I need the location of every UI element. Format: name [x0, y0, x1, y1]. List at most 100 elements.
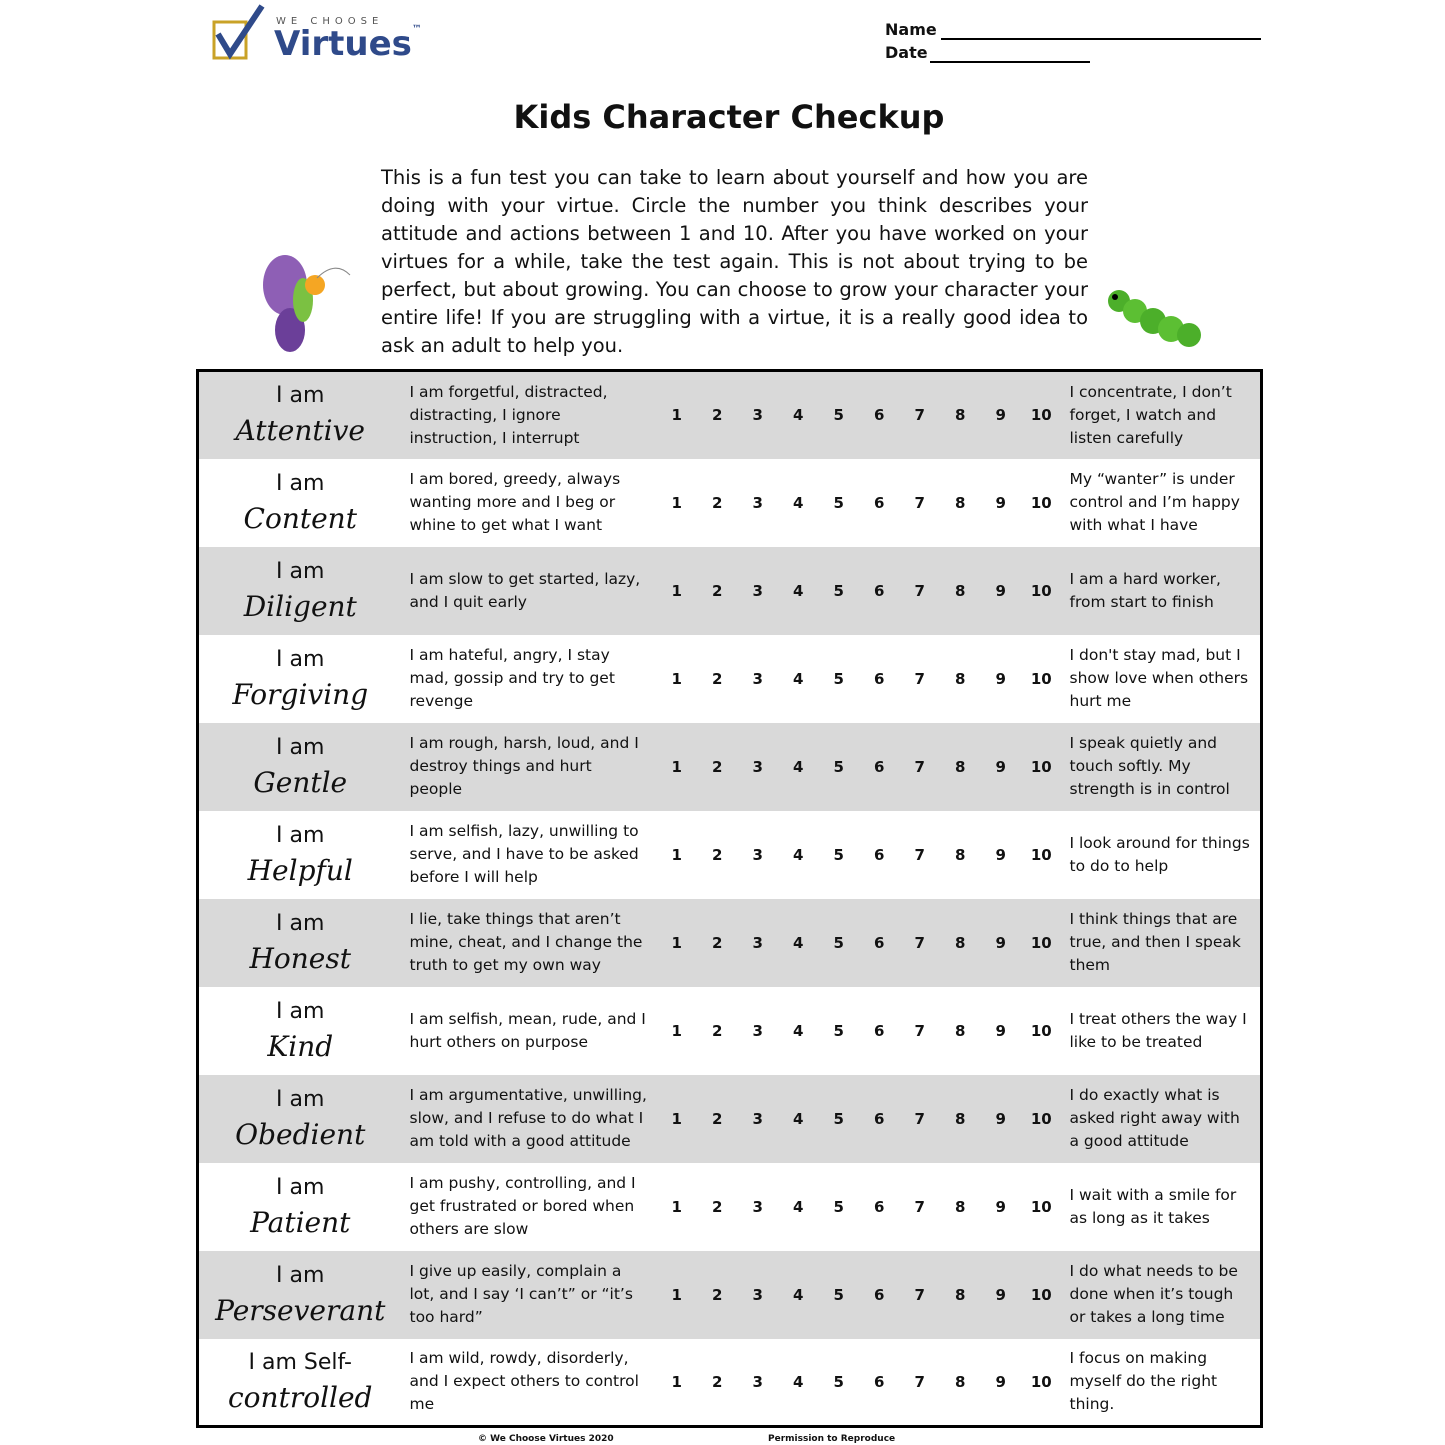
scale-number: 7 [914, 493, 925, 512]
scale-number: 6 [874, 1109, 885, 1128]
high-description: I look around for things to do to help [1069, 833, 1250, 875]
scale-number: 1 [671, 757, 682, 776]
scale-number: 10 [1030, 933, 1052, 952]
virtue: Content [243, 501, 357, 535]
scale-number: 1 [671, 669, 682, 688]
permission: Permission to Reproduce [768, 1434, 896, 1444]
scale-number: 4 [793, 1285, 804, 1304]
prefix: I am [276, 998, 325, 1024]
prefix: I am [276, 910, 325, 936]
low-description: I am selfish, mean, rude, and I hurt oth… [409, 1009, 646, 1051]
scale-number: 10 [1030, 1021, 1052, 1040]
virtue: Forgiving [232, 677, 369, 711]
scale-number: 6 [874, 1372, 885, 1391]
virtue: Kind [267, 1029, 334, 1063]
scale-number: 8 [955, 581, 966, 600]
logo-mark: ™ [411, 24, 422, 35]
virtue-cell: I am Gentle [198, 723, 402, 811]
scale-number: 5 [833, 1109, 844, 1128]
scale-number: 1 [671, 1021, 682, 1040]
prefix: I am [276, 734, 325, 760]
scale-number: 7 [914, 1372, 925, 1391]
scale-number: 6 [874, 1285, 885, 1304]
scale-number: 10 [1030, 1285, 1052, 1304]
scale-number: 1 [671, 1197, 682, 1216]
scale-number: 8 [955, 757, 966, 776]
scale-number: 2 [712, 581, 723, 600]
high-description: My “wanter” is under control and I’m hap… [1069, 470, 1240, 534]
title: Kids Character Checkup [513, 98, 945, 136]
scale-number: 3 [752, 1021, 763, 1040]
low-description: I am slow to get started, lazy, and I qu… [409, 569, 641, 611]
scale-number: 2 [712, 1197, 723, 1216]
scale-number: 2 [712, 1285, 723, 1304]
scale-number: 10 [1030, 845, 1052, 864]
prefix: I am [276, 646, 325, 672]
scale-number: 9 [995, 1197, 1006, 1216]
scale-number: 4 [793, 669, 804, 688]
scale-number: 4 [793, 493, 804, 512]
scale-number: 2 [712, 1021, 723, 1040]
high-description: I do exactly what is asked right away wi… [1069, 1086, 1240, 1150]
scale-number: 3 [752, 1285, 763, 1304]
table-row: I am Perseverant I give up easily, complai… [197, 1250, 1262, 1339]
scale-number: 2 [712, 1372, 723, 1391]
scale-number: 4 [793, 1372, 804, 1391]
scale-number: 7 [914, 581, 925, 600]
date-line [930, 61, 1090, 63]
scale-number: 7 [914, 1109, 925, 1128]
scale-number: 9 [995, 581, 1006, 600]
scale-number: 5 [833, 493, 844, 512]
scale-number: 8 [955, 845, 966, 864]
scale-number: 8 [955, 933, 966, 952]
scale-number: 6 [874, 1021, 885, 1040]
table-row: I am Attentive I am forgetful, distracted,… [197, 370, 1262, 459]
scale-number: 5 [833, 845, 844, 864]
butterfly [263, 255, 351, 352]
prefix: I am [276, 558, 325, 584]
prefix: I am [276, 1086, 325, 1112]
scale-number: 5 [833, 1197, 844, 1216]
scale-number: 7 [914, 669, 925, 688]
scale-number: 3 [752, 493, 763, 512]
scale-number: 6 [874, 669, 885, 688]
scale-number: 3 [752, 1197, 763, 1216]
scale-number: 2 [712, 757, 723, 776]
scale-number: 10 [1030, 669, 1052, 688]
checkup-table: I am Attentive I am forgetful, distracted,… [196, 369, 1263, 1428]
logo-text: Virtues [274, 24, 412, 64]
low-description: I am rough, harsh, loud, and I destroy t… [409, 734, 639, 798]
scale-number: 6 [874, 933, 885, 952]
scale-number: 5 [833, 406, 844, 425]
scale-number: 8 [955, 1372, 966, 1391]
scale-number: 3 [752, 669, 763, 688]
scale-number: 8 [955, 1285, 966, 1304]
virtue: Gentle [253, 765, 348, 799]
scale-number: 3 [752, 933, 763, 952]
scale-number: 8 [955, 669, 966, 688]
scale-number: 1 [671, 493, 682, 512]
virtue-cell: I am Perseverant [198, 1251, 402, 1339]
scale-number: 5 [833, 1372, 844, 1391]
virtue-cell: I am Patient [198, 1163, 402, 1251]
virtue: Helpful [247, 853, 353, 887]
scale-number: 8 [955, 1109, 966, 1128]
table-row: I am Helpful I am selfish, lazy, unwilling… [198, 811, 1262, 899]
scale-number: 4 [793, 1109, 804, 1128]
scale-number: 5 [833, 669, 844, 688]
prefix: I am Self- [248, 1349, 352, 1375]
scale-number: 8 [955, 493, 966, 512]
table-row: I am Diligent I am slow to get started, la… [197, 546, 1262, 635]
scale-number: 7 [914, 1197, 925, 1216]
scale-number: 6 [874, 845, 885, 864]
scale-number: 10 [1030, 757, 1052, 776]
scale-number: 1 [671, 1372, 682, 1391]
scale-number: 2 [712, 1109, 723, 1128]
scale-number: 1 [671, 1285, 682, 1304]
date-label: Date [885, 43, 928, 62]
scale-number: 4 [793, 757, 804, 776]
scale-number: 3 [752, 1372, 763, 1391]
table-row: I am Patient I am pushy, controlling, and … [198, 1163, 1262, 1251]
virtue: controlled [228, 1380, 373, 1414]
